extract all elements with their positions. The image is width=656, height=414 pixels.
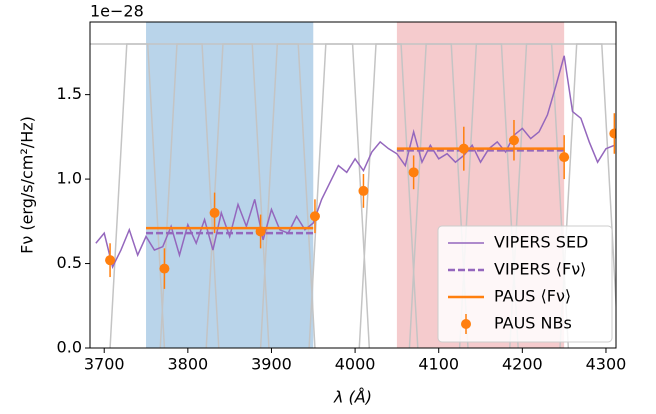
axes-frame (89, 21, 617, 349)
data-point (609, 128, 616, 139)
data-point (408, 167, 419, 178)
data-point (458, 143, 469, 154)
legend-label: PAUS ⟨Fν⟩ (494, 287, 571, 306)
legend-box (437, 225, 613, 343)
filter-curve (408, 43, 519, 348)
shaded-band (146, 22, 314, 348)
filter-curve (109, 43, 220, 348)
y-tick-label: 0.0 (57, 338, 82, 357)
plot-area (90, 22, 616, 348)
x-tick-label: 3900 (251, 355, 292, 374)
mean-line (146, 147, 565, 230)
data-point (255, 226, 266, 237)
sed-line (95, 55, 615, 270)
filter-curve (308, 43, 419, 348)
offset-label: 1e−28 (90, 2, 144, 21)
y-tick-label: 0.5 (57, 253, 82, 272)
filter-curve (358, 43, 469, 348)
filter-curve (458, 43, 570, 348)
data-point (309, 211, 320, 222)
data-point (209, 207, 220, 218)
x-tick-label: 4100 (418, 355, 459, 374)
x-tick-label: 4200 (502, 355, 543, 374)
legend-swatch (461, 319, 471, 329)
mean-line (146, 149, 565, 235)
y-axis-label: Fν (erg/s/cm²/Hz) (18, 116, 37, 254)
filter-curve (90, 43, 166, 348)
x-axis-label: λ (Å) (333, 388, 372, 407)
data-point (508, 135, 519, 146)
data-point (159, 263, 170, 274)
y-tick-label: 1.0 (57, 169, 82, 188)
data-point (105, 255, 116, 266)
x-tick-label: 4300 (586, 355, 627, 374)
filter-curve (559, 43, 616, 348)
data-point (358, 185, 369, 196)
filter-curve (159, 43, 270, 348)
data-point (559, 152, 570, 163)
legend-label: PAUS NBs (494, 314, 572, 333)
filter-curve (259, 43, 371, 348)
x-tick-label: 3700 (84, 355, 125, 374)
filter-curve (509, 43, 616, 348)
x-tick-label: 4000 (335, 355, 376, 374)
y-tick-label: 1.5 (57, 84, 82, 103)
legend-label: VIPERS ⟨Fν⟩ (494, 260, 586, 279)
legend-label: VIPERS SED (494, 233, 588, 252)
x-tick-label: 3800 (167, 355, 208, 374)
